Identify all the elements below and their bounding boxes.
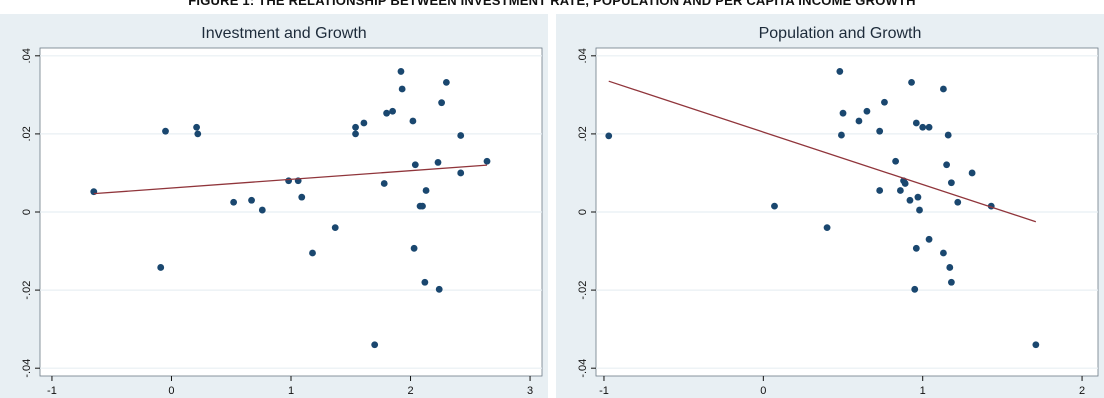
data-point xyxy=(419,202,426,210)
data-point xyxy=(248,196,255,204)
data-point xyxy=(912,244,920,252)
population-growth-panel: Population and Growth .04 .02 0 -.02 -.04 -1 0 1… xyxy=(556,14,1104,398)
data-point xyxy=(331,224,339,232)
x-tick-label: -1 xyxy=(47,385,57,397)
chart-title: Population and Growth xyxy=(759,25,922,42)
data-point xyxy=(881,98,888,106)
data-point xyxy=(943,161,951,169)
x-tick-label: 0 xyxy=(760,385,766,397)
data-point xyxy=(605,132,613,140)
data-point xyxy=(876,187,884,194)
data-point xyxy=(912,119,920,127)
data-point xyxy=(925,235,933,243)
data-point xyxy=(908,78,915,86)
y-tick-label: -.04 xyxy=(21,359,33,378)
data-point xyxy=(298,193,306,201)
data-point xyxy=(409,117,417,125)
x-tick-label: 1 xyxy=(288,385,294,397)
data-point xyxy=(940,249,947,257)
data-point xyxy=(157,264,165,271)
data-point xyxy=(919,123,927,131)
data-point xyxy=(836,68,844,75)
data-point xyxy=(839,109,847,117)
fit-line xyxy=(93,164,488,195)
figure-title: FIGURE 1: THE RELATIONSHIP BETWEEN INVES… xyxy=(188,0,916,8)
data-point xyxy=(771,202,778,210)
data-point xyxy=(457,132,465,139)
data-point xyxy=(947,278,955,286)
data-point xyxy=(285,177,293,185)
data-point xyxy=(434,159,442,166)
investment-growth-panel: Investment and Growth .04 .02 0 -.02 -.04 -1 0 1… xyxy=(0,14,548,398)
data-point xyxy=(397,68,405,75)
data-point xyxy=(442,78,450,86)
y-tick-label: -.02 xyxy=(577,281,589,300)
data-point xyxy=(258,206,266,214)
population-growth-chart: Population and Growth .04 .02 0 -.02 -.04 -1 0 1… xyxy=(556,14,1104,398)
chart-title: Investment and Growth xyxy=(201,25,366,42)
data-point xyxy=(823,224,831,232)
data-point xyxy=(230,198,238,206)
y-tick-label: .04 xyxy=(577,48,589,63)
data-point xyxy=(914,193,922,201)
data-point xyxy=(906,196,914,204)
data-point xyxy=(944,131,952,139)
data-point xyxy=(863,107,871,115)
data-point xyxy=(421,278,429,286)
data-point xyxy=(876,127,884,135)
y-tick-label: -.04 xyxy=(577,359,589,378)
data-point xyxy=(901,180,909,187)
data-point xyxy=(892,157,900,165)
y-tick-label: .04 xyxy=(21,48,33,63)
data-point xyxy=(438,99,445,107)
data-point xyxy=(380,180,388,187)
x-tick-label: -1 xyxy=(599,385,609,397)
data-point xyxy=(457,169,465,177)
x-tick-label: 0 xyxy=(168,385,174,397)
data-point xyxy=(194,130,202,138)
x-tick-label: 1 xyxy=(920,385,926,397)
data-point xyxy=(371,341,379,349)
data-point xyxy=(968,169,976,177)
data-point xyxy=(360,119,368,127)
data-point xyxy=(435,285,443,293)
data-point xyxy=(838,131,845,139)
data-point xyxy=(896,187,904,194)
data-point xyxy=(911,285,919,293)
data-point xyxy=(925,123,933,131)
data-point xyxy=(309,249,316,257)
data-point xyxy=(398,85,406,93)
y-tick-label: -.02 xyxy=(21,281,33,300)
y-tick-label: .02 xyxy=(21,126,33,141)
data-point xyxy=(389,107,396,115)
y-tick-label: .02 xyxy=(577,126,589,141)
data-point xyxy=(947,179,955,187)
data-point xyxy=(193,123,200,131)
investment-growth-chart: Investment and Growth .04 .02 0 -.02 -.04 -1 0 1… xyxy=(0,14,548,398)
fit-line xyxy=(608,80,1037,223)
data-point xyxy=(954,198,962,206)
data-point xyxy=(1032,341,1040,349)
data-point xyxy=(855,117,863,125)
data-point xyxy=(916,206,923,214)
data-point xyxy=(383,109,391,117)
data-point xyxy=(352,130,359,138)
x-tick-label: 2 xyxy=(1079,385,1085,397)
data-point xyxy=(411,161,419,169)
data-point xyxy=(940,85,947,93)
y-tick-label: 0 xyxy=(21,209,33,215)
data-point xyxy=(162,127,169,135)
data-point xyxy=(946,264,954,271)
data-point xyxy=(352,123,359,131)
data-point xyxy=(483,157,491,165)
data-point xyxy=(422,187,430,194)
data-point xyxy=(410,244,418,252)
x-tick-label: 2 xyxy=(407,385,413,397)
y-tick-label: 0 xyxy=(577,209,589,215)
x-tick-label: 3 xyxy=(527,385,533,397)
